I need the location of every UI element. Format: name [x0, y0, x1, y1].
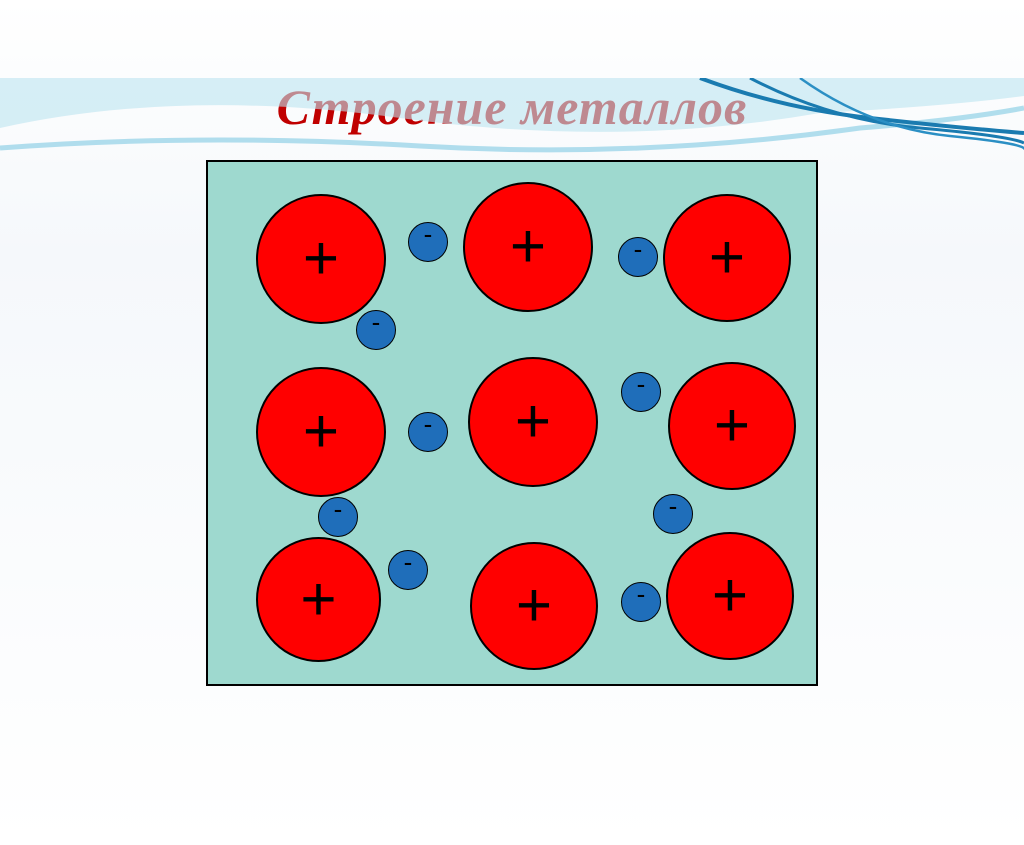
ion-label: +: [510, 216, 546, 278]
ion-label: +: [300, 569, 336, 631]
electron-label: -: [424, 221, 433, 247]
electron-label: -: [372, 309, 381, 335]
electron-label: -: [634, 236, 643, 262]
electron-label: -: [669, 493, 678, 519]
page-title: Строение металлов: [0, 78, 1024, 136]
ion-label: +: [515, 391, 551, 453]
electron-negative: -: [621, 372, 661, 412]
ion-positive: +: [256, 194, 386, 324]
electron-label: -: [637, 581, 646, 607]
electron-negative: -: [388, 550, 428, 590]
electron-negative: -: [318, 497, 358, 537]
ion-label: +: [303, 228, 339, 290]
ion-positive: +: [663, 194, 791, 322]
electron-negative: -: [408, 412, 448, 452]
metal-structure-diagram: + + + + + + + + + - - - - - - - - -: [206, 160, 818, 686]
electron-negative: -: [618, 237, 658, 277]
electron-negative: -: [356, 310, 396, 350]
ion-positive: +: [256, 537, 381, 662]
ion-positive: +: [463, 182, 593, 312]
electron-label: -: [334, 496, 343, 522]
ion-positive: +: [668, 362, 796, 490]
ion-label: +: [714, 395, 750, 457]
electron-negative: -: [408, 222, 448, 262]
ion-positive: +: [256, 367, 386, 497]
electron-negative: -: [653, 494, 693, 534]
electron-label: -: [424, 411, 433, 437]
ion-positive: +: [470, 542, 598, 670]
ion-label: +: [709, 227, 745, 289]
ion-positive: +: [666, 532, 794, 660]
ion-positive: +: [468, 357, 598, 487]
ion-label: +: [516, 575, 552, 637]
electron-label: -: [404, 549, 413, 575]
ion-label: +: [303, 401, 339, 463]
ion-label: +: [712, 565, 748, 627]
electron-label: -: [637, 371, 646, 397]
electron-negative: -: [621, 582, 661, 622]
